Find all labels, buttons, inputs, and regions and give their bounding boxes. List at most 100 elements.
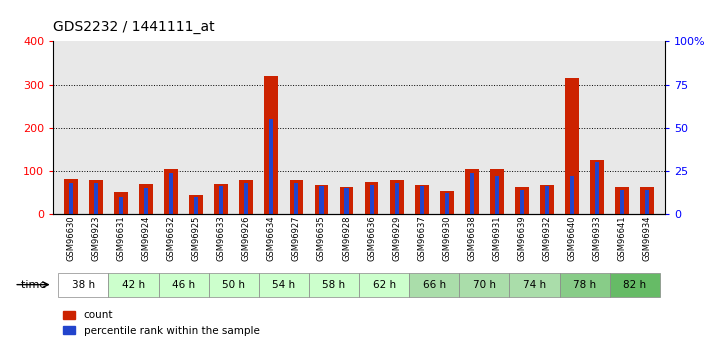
Bar (490, 169, 504, 214)
Bar (565, 78, 579, 214)
Bar (509, 273, 560, 297)
Bar (560, 273, 609, 297)
Bar (214, 184, 228, 214)
Text: 78 h: 78 h (573, 280, 596, 289)
Bar (509, 41, 560, 214)
Bar (520, 190, 524, 214)
Text: GSM96924: GSM96924 (141, 216, 151, 261)
Bar (419, 186, 424, 214)
Bar (109, 41, 159, 214)
Text: 66 h: 66 h (422, 280, 446, 289)
Bar (409, 273, 459, 297)
Text: GSM96640: GSM96640 (567, 216, 577, 261)
Bar (109, 273, 159, 297)
Text: GSM96632: GSM96632 (166, 216, 176, 261)
Bar (459, 41, 509, 214)
Bar (159, 273, 209, 297)
Bar (114, 193, 128, 214)
Bar (139, 184, 153, 214)
Bar (194, 197, 198, 214)
Bar (359, 41, 409, 214)
Text: GSM96639: GSM96639 (518, 216, 526, 261)
Text: 62 h: 62 h (373, 280, 396, 289)
Bar (409, 41, 459, 214)
Bar (164, 169, 178, 214)
Text: 38 h: 38 h (72, 280, 95, 289)
Bar (309, 273, 359, 297)
Bar (609, 273, 660, 297)
Bar (144, 188, 148, 214)
Bar (264, 76, 278, 214)
Bar (545, 186, 549, 214)
Bar (58, 273, 109, 297)
Bar (94, 183, 98, 214)
Text: 82 h: 82 h (623, 280, 646, 289)
Bar (159, 41, 209, 214)
Text: 50 h: 50 h (223, 280, 245, 289)
Text: GSM96927: GSM96927 (292, 216, 301, 261)
Bar (89, 180, 103, 214)
Text: GSM96633: GSM96633 (217, 216, 225, 262)
Text: GSM96928: GSM96928 (342, 216, 351, 261)
Text: GSM96923: GSM96923 (92, 216, 100, 261)
Bar (289, 180, 304, 214)
Text: 54 h: 54 h (272, 280, 296, 289)
Text: 70 h: 70 h (473, 280, 496, 289)
Text: GSM96926: GSM96926 (242, 216, 251, 261)
Bar (359, 273, 409, 297)
Text: GSM96934: GSM96934 (643, 216, 652, 261)
Bar (395, 183, 399, 214)
Bar (64, 179, 77, 214)
Bar (209, 41, 259, 214)
Bar (119, 197, 123, 214)
Bar (370, 185, 374, 214)
Text: GSM96930: GSM96930 (442, 216, 451, 261)
Text: GSM96635: GSM96635 (317, 216, 326, 261)
Text: GSM96631: GSM96631 (117, 216, 125, 261)
Bar (470, 172, 474, 214)
Bar (609, 41, 660, 214)
Bar (259, 273, 309, 297)
Text: GSM96636: GSM96636 (367, 216, 376, 262)
Bar (189, 195, 203, 214)
Bar (319, 186, 324, 214)
Bar (615, 187, 629, 214)
Bar (309, 41, 359, 214)
Text: GSM96929: GSM96929 (392, 216, 401, 261)
Bar (495, 176, 499, 214)
Bar (570, 176, 574, 214)
Bar (540, 185, 554, 214)
Bar (169, 172, 173, 214)
Bar (645, 190, 649, 214)
Text: GSM96933: GSM96933 (593, 216, 602, 261)
Bar (294, 183, 299, 214)
Bar (259, 41, 309, 214)
Bar (340, 187, 353, 214)
Bar (440, 190, 454, 214)
Bar (515, 187, 529, 214)
Bar (390, 180, 404, 214)
Text: GSM96638: GSM96638 (467, 216, 476, 262)
Text: time: time (21, 280, 50, 289)
Bar (269, 119, 274, 214)
Text: GSM96630: GSM96630 (66, 216, 75, 261)
Text: 74 h: 74 h (523, 280, 546, 289)
Bar (560, 41, 609, 214)
Bar (365, 181, 378, 214)
Text: GSM96641: GSM96641 (618, 216, 626, 261)
Bar (344, 188, 348, 214)
Text: GSM96637: GSM96637 (417, 216, 426, 262)
Text: GSM96932: GSM96932 (542, 216, 552, 261)
Bar (595, 162, 599, 214)
Text: GSM96925: GSM96925 (192, 216, 201, 261)
Bar (219, 186, 223, 214)
Text: 58 h: 58 h (322, 280, 346, 289)
Text: 42 h: 42 h (122, 280, 145, 289)
Text: GDS2232 / 1441111_at: GDS2232 / 1441111_at (53, 20, 215, 34)
Bar (459, 273, 509, 297)
Text: GSM96634: GSM96634 (267, 216, 276, 261)
Legend: count, percentile rank within the sample: count, percentile rank within the sample (58, 306, 264, 340)
Bar (244, 183, 248, 214)
Bar (209, 273, 259, 297)
Bar (620, 190, 624, 214)
